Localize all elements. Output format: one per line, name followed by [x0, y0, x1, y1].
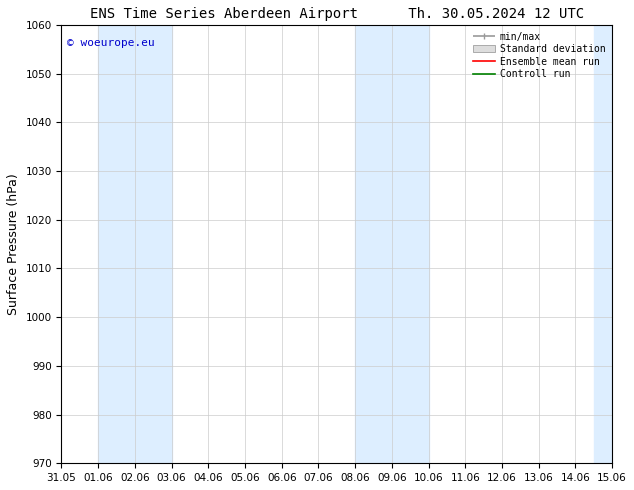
- Title: ENS Time Series Aberdeen Airport      Th. 30.05.2024 12 UTC: ENS Time Series Aberdeen Airport Th. 30.…: [90, 7, 584, 21]
- Legend: min/max, Standard deviation, Ensemble mean run, Controll run: min/max, Standard deviation, Ensemble me…: [472, 30, 607, 81]
- Text: © woeurope.eu: © woeurope.eu: [67, 38, 155, 48]
- Bar: [98, 25, 172, 464]
- Bar: [594, 25, 631, 464]
- Bar: [355, 25, 429, 464]
- Y-axis label: Surface Pressure (hPa): Surface Pressure (hPa): [7, 173, 20, 315]
